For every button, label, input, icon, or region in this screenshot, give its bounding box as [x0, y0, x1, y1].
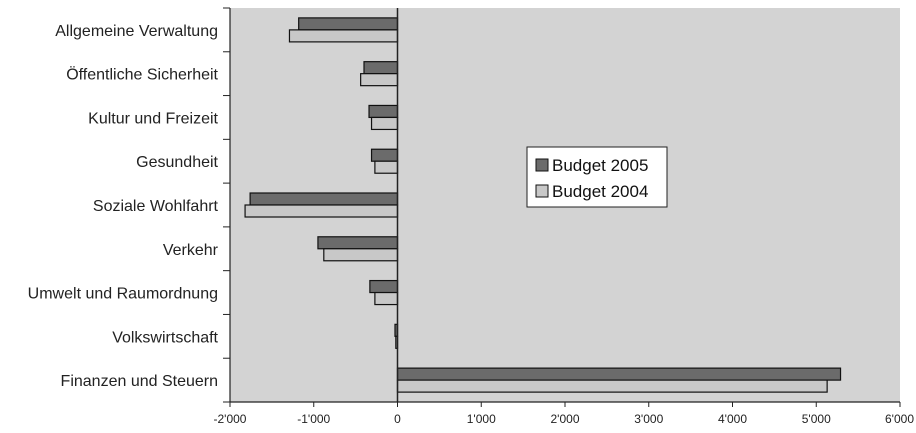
- x-tick-labels: -2'000 -1'000 0 1'000 2'000 3'000 4'000 5'000 6'…: [214, 412, 915, 426]
- bar-series2: [374, 160, 399, 174]
- category-label: Finanzen und Steuern: [61, 373, 218, 390]
- bar-series1: [369, 279, 399, 294]
- legend-label: Budget 2005: [552, 156, 648, 175]
- category-label: Gesundheit: [136, 154, 218, 171]
- x-tick-label: -1'000: [297, 412, 330, 426]
- bar-series1: [298, 17, 399, 31]
- bars-layer: [244, 17, 842, 393]
- x-tick-label: 6'000: [885, 412, 914, 426]
- bar-series1: [317, 236, 399, 250]
- x-tick-label: 4'000: [718, 412, 747, 426]
- bar-series1: [249, 192, 399, 206]
- y-axis-ticks: [223, 7, 230, 403]
- bar-series1: [396, 367, 842, 381]
- legend: Budget 2005 Budget 2004: [526, 146, 668, 208]
- bar-series2: [323, 248, 399, 262]
- category-label: Öffentliche Sicherheit: [66, 66, 218, 84]
- category-label: Kultur und Freizeit: [88, 110, 218, 127]
- bar-series1: [363, 61, 399, 75]
- x-axis-ticks: [229, 402, 901, 407]
- bar-series2: [396, 379, 828, 393]
- x-tick-label: 3'000: [634, 412, 663, 426]
- bar-series2: [370, 116, 399, 131]
- x-tick-label: -2'000: [214, 412, 247, 426]
- x-tick-label: 1'000: [467, 412, 496, 426]
- bar-series2: [288, 29, 399, 43]
- legend-box: [526, 146, 668, 208]
- bar-series2: [374, 291, 399, 306]
- category-label: Allgemeine Verwaltung: [55, 23, 218, 40]
- category-labels: Allgemeine Verwaltung Öffentliche Sicherh…: [28, 23, 219, 390]
- legend-swatch: [535, 158, 549, 172]
- x-tick-label: 5'000: [802, 412, 831, 426]
- category-label: Volkswirtschaft: [112, 329, 218, 346]
- bar-series1: [370, 148, 399, 162]
- category-label: Umwelt und Raumordnung: [28, 286, 218, 303]
- bar-series2: [244, 204, 399, 218]
- x-tick-label: 0: [394, 412, 401, 426]
- legend-label: Budget 2004: [552, 182, 648, 201]
- bar-series1: [368, 104, 399, 119]
- x-tick-label: 2'000: [551, 412, 580, 426]
- category-label: Verkehr: [163, 242, 219, 259]
- legend-swatch: [535, 184, 549, 198]
- bar-series2: [360, 73, 399, 87]
- category-label: Soziale Wohlfahrt: [93, 198, 219, 215]
